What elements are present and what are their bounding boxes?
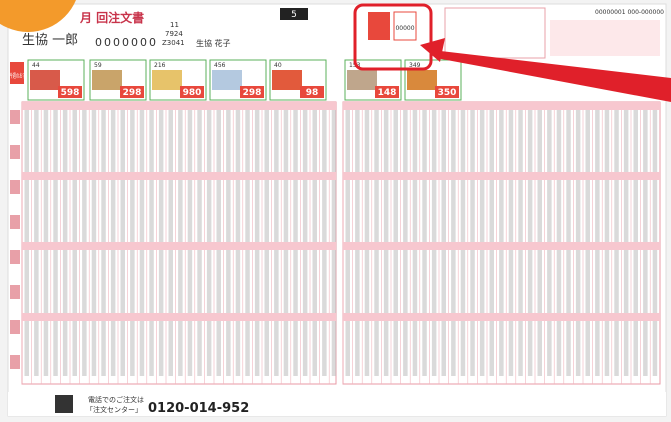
corner-badge bbox=[0, 0, 76, 32]
row-band bbox=[343, 102, 660, 110]
row-band bbox=[343, 242, 660, 250]
form-id: 00000001 000-000000 bbox=[595, 9, 664, 16]
item-price: 598 bbox=[61, 88, 80, 98]
week: 11 bbox=[170, 21, 179, 29]
item-no: 349 bbox=[409, 62, 421, 69]
item-no: 59 bbox=[94, 62, 102, 69]
side-tab bbox=[10, 320, 20, 334]
item-photo bbox=[152, 70, 182, 90]
info-box bbox=[444, 7, 546, 59]
price-tag bbox=[240, 86, 264, 98]
featured-tab bbox=[10, 62, 24, 84]
point-code: 00000 bbox=[395, 25, 414, 32]
item-price: 98 bbox=[306, 88, 319, 98]
item-photo bbox=[407, 70, 437, 90]
point-box bbox=[368, 12, 390, 40]
row-band bbox=[22, 102, 336, 110]
row-band bbox=[22, 313, 336, 321]
row-band bbox=[22, 242, 336, 250]
item-photo bbox=[30, 70, 60, 90]
price-tag bbox=[300, 86, 324, 98]
notice-box bbox=[550, 20, 660, 56]
footer bbox=[8, 392, 666, 416]
side-tab bbox=[10, 110, 20, 124]
item-no: 456 bbox=[214, 62, 226, 69]
qr-code bbox=[55, 395, 73, 413]
item-price: 298 bbox=[123, 88, 142, 98]
item-photo bbox=[212, 70, 242, 90]
form-title: 月 回注文書 bbox=[79, 10, 144, 25]
price-tag bbox=[375, 86, 399, 98]
center-name: 「注文センター」 bbox=[86, 405, 142, 414]
phone-number: 0120-014-952 bbox=[148, 401, 249, 416]
highlight bbox=[353, 3, 433, 71]
item-photo bbox=[272, 70, 302, 90]
page-number: 5 bbox=[291, 10, 297, 20]
item-photo bbox=[347, 70, 377, 90]
row-band bbox=[343, 313, 660, 321]
side-tab bbox=[10, 215, 20, 229]
price-tag bbox=[180, 86, 204, 98]
pointer-arrow bbox=[432, 50, 671, 102]
member-code: 0000000 bbox=[95, 36, 158, 49]
item-no: 216 bbox=[154, 62, 166, 69]
price-tag bbox=[58, 86, 82, 98]
side-tab bbox=[10, 250, 20, 264]
row-band bbox=[343, 172, 660, 180]
item-price: 298 bbox=[243, 88, 262, 98]
phone-prompt: 電話でのご注文は bbox=[88, 395, 144, 404]
item-price: 148 bbox=[378, 88, 397, 98]
page-box bbox=[280, 8, 308, 20]
item-price: 980 bbox=[183, 88, 202, 98]
side-tab bbox=[10, 355, 20, 369]
number: 7924 bbox=[165, 30, 183, 38]
item-photo bbox=[92, 70, 122, 90]
arrow-head bbox=[420, 38, 445, 62]
item-price: 350 bbox=[438, 88, 457, 98]
item-no: 44 bbox=[32, 62, 40, 69]
featured-label: 今週のおすすめ bbox=[9, 72, 32, 81]
price-tag bbox=[120, 86, 144, 98]
spouse: 生協 花子 bbox=[196, 38, 231, 48]
item-no: 40 bbox=[274, 62, 282, 69]
side-tab bbox=[10, 145, 20, 159]
member-name: 生協 一郎 bbox=[22, 33, 78, 48]
price-tag bbox=[435, 86, 459, 98]
code: Z3041 bbox=[162, 39, 185, 47]
item-grid bbox=[10, 101, 661, 385]
side-tab bbox=[10, 285, 20, 299]
row-band bbox=[22, 172, 336, 180]
point-box bbox=[393, 11, 417, 41]
side-tab bbox=[10, 180, 20, 194]
